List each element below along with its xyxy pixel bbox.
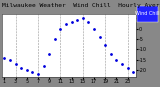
Text: Wind Chill: Wind Chill [135,11,160,16]
Text: Milwaukee Weather  Wind Chill  Hourly Average  (24 Hours): Milwaukee Weather Wind Chill Hourly Aver… [2,3,160,8]
